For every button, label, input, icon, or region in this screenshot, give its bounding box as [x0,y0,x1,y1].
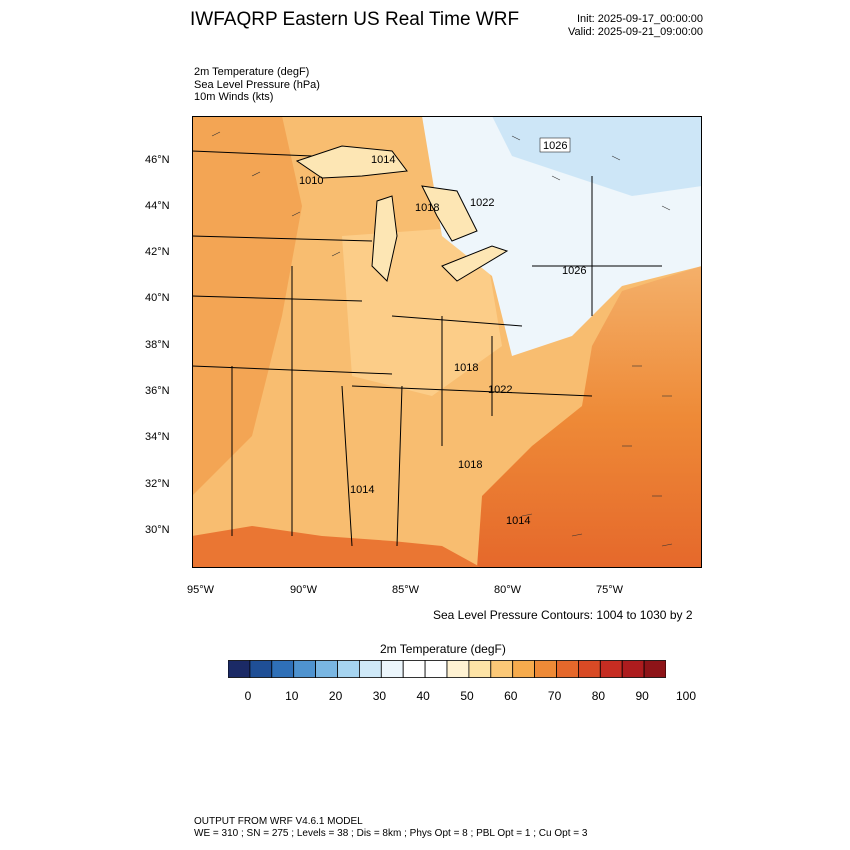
colorbar [228,660,666,678]
colorbar-swatch [315,660,338,678]
colorbar-swatch [271,660,295,678]
lake-superior [295,145,408,179]
svg-text:1026: 1026 [562,265,586,277]
svg-text:1018: 1018 [415,202,439,214]
warm-west-region [192,116,302,496]
pressure-label: 1022 [488,384,512,396]
pressure-label: 1010 [299,175,323,187]
colorbar-tick-label: 10 [285,689,299,703]
wind-barbs [211,131,673,547]
colorbar-tick-label: 0 [244,689,252,703]
colorbar-tick-label: 70 [547,689,562,703]
lon-label: 95°W [187,584,215,596]
atlantic-ocean [477,266,702,568]
valid-time: Valid: 2025-09-21_09:00:00 [568,26,703,38]
colorbar-swatch [468,660,492,678]
colorbar-tick-label: 100 [675,689,697,703]
lat-label: 40°N [145,292,170,304]
state-boundaries [192,150,662,547]
colorbar-swatch [358,660,382,678]
contour-note: Sea Level Pressure Contours: 1004 to 103… [433,608,693,622]
colorbar-tick-label: 40 [416,689,430,703]
lat-label: 38°N [145,339,170,351]
lat-label: 32°N [145,478,170,490]
pressure-label: 1014 [350,484,374,496]
weather-map: 1026 1014 1010 1018 1022 1026 1018 1022 … [192,116,702,568]
lat-label: 42°N [145,246,170,258]
colorbar-tick-label: 20 [328,689,343,703]
pressure-label: 1018 [415,202,439,214]
svg-text:1010: 1010 [299,175,323,187]
colorbar-swatch [337,660,360,678]
field-pressure: Sea Level Pressure (hPa) [194,78,320,91]
colorbar-swatch [424,660,448,678]
colorbar-swatch [643,660,666,678]
colorbar-swatch [556,660,579,678]
svg-text:1014: 1014 [371,154,395,166]
field-winds: 10m Winds (kts) [194,91,274,103]
colorbar-swatch [402,660,426,678]
lat-label: 36°N [145,385,170,397]
field-temperature: 2m Temperature (degF) [194,66,310,78]
svg-text:1018: 1018 [454,362,478,374]
svg-text:1014: 1014 [350,484,374,496]
pressure-label: 1026 [562,265,586,277]
pressure-label: 1014 [506,515,530,527]
colorbar-swatch [380,660,404,678]
gulf-of-mexico [192,526,482,568]
init-time: Init: 2025-09-17_00:00:00 [577,13,703,25]
pressure-label: 1018 [454,362,478,374]
lon-label: 90°W [290,584,318,596]
lat-label: 46°N [145,154,170,166]
colorbar-swatch [293,660,316,678]
map-title: IWFAQRP Eastern US Real Time WRF [190,9,520,30]
colorbar-swatch [577,660,601,678]
colorbar-swatch [534,660,557,678]
colorbar-ticks: 0 10 20 30 40 50 60 70 80 90 100 [228,689,696,703]
svg-text:1022: 1022 [488,384,512,396]
lat-label: 34°N [145,431,170,443]
svg-text:1022: 1022 [470,197,494,209]
colorbar-swatch [512,660,536,678]
lat-label: 44°N [145,200,170,212]
colorbar-swatch [228,660,251,678]
run-times: Init: 2025-09-17_00:00:00 Valid: 2025-09… [540,13,703,39]
pressure-label: 1018 [458,459,482,471]
pressure-label: 1022 [470,197,494,209]
svg-text:1026: 1026 [543,140,567,152]
lon-label: 80°W [494,584,522,596]
colorbar-tick-label: 50 [460,689,474,703]
svg-text:1014: 1014 [506,515,530,527]
lat-label: 30°N [145,524,170,536]
map-border [192,116,702,568]
colorbar-swatch [249,660,273,678]
lake-michigan [371,195,398,282]
colorbar-title: 2m Temperature (degF) [380,642,506,656]
colorbar-tick-label: 30 [372,689,387,703]
colorbar-tick-label: 90 [635,689,649,703]
colorbar-swatch [490,660,514,678]
lake-erie [441,245,509,282]
colorbar-tick-label: 60 [504,689,518,703]
pressure-label: 1026 [539,137,571,153]
colorbar-swatch [446,660,470,678]
lon-label: 75°W [596,584,624,596]
lake-huron [421,185,478,242]
field-list: 2m Temperature (degF) Sea Level Pressure… [194,66,320,104]
lon-label: 85°W [392,584,420,596]
footer-config: WE = 310 ; SN = 275 ; Levels = 38 ; Dis … [194,828,588,839]
footer-model: OUTPUT FROM WRF V4.6.1 MODEL [194,816,363,827]
colorbar-tick-label: 80 [591,689,606,703]
svg-text:1018: 1018 [458,459,482,471]
pressure-labels: 1026 1014 1010 1018 1022 1026 1018 1022 … [299,137,586,527]
model-footer: OUTPUT FROM WRF V4.6.1 MODEL WE = 310 ; … [194,816,587,840]
cold-north-region [492,116,702,196]
colorbar-swatch [621,660,645,678]
pressure-label: 1014 [371,154,395,166]
colorbar-swatch [599,660,623,678]
